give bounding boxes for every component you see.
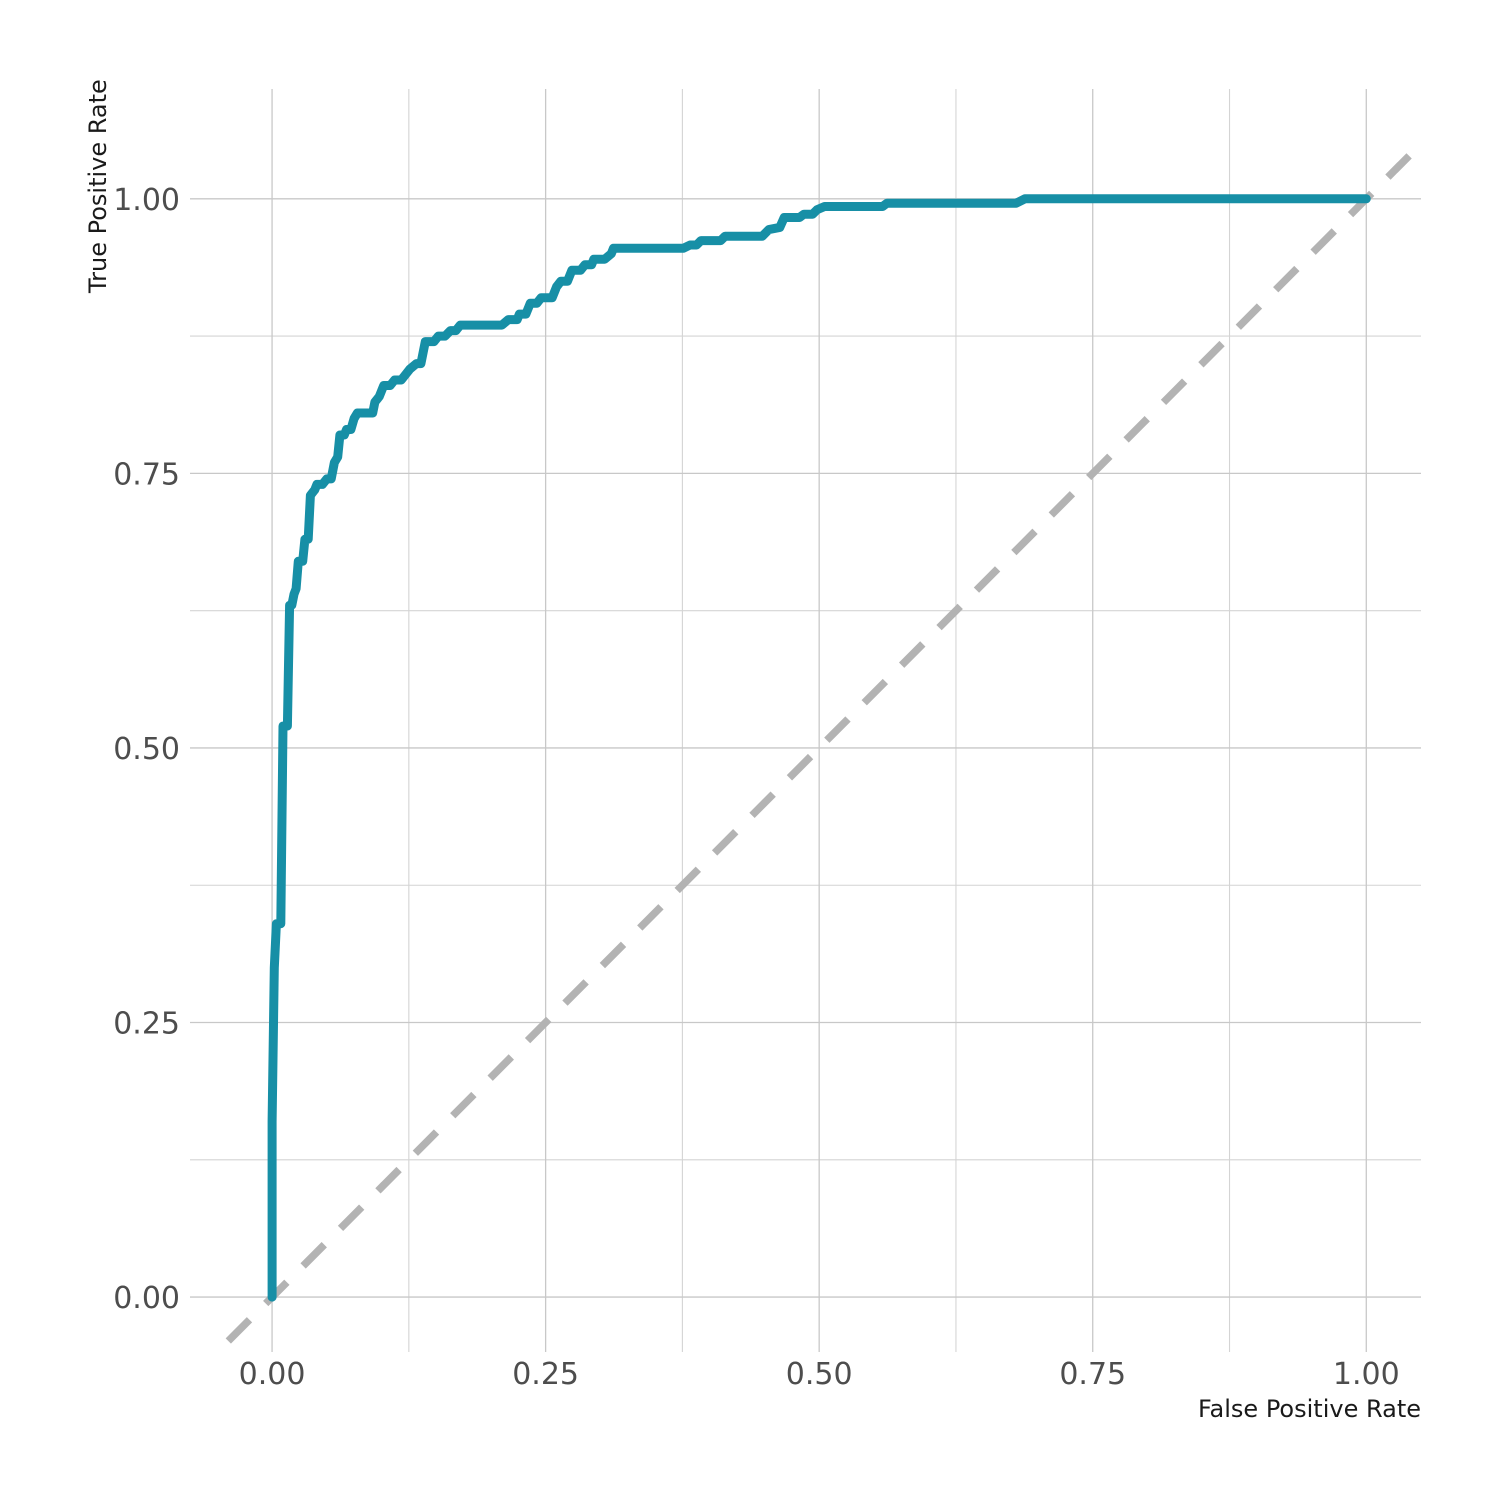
- y-tick-label: 1.00: [113, 183, 180, 218]
- grid-lines: [190, 89, 1421, 1352]
- y-tick-label: 0.25: [113, 1007, 180, 1042]
- x-tick-label: 1.00: [1333, 1357, 1400, 1392]
- chance-line: [225, 141, 1424, 1344]
- x-tick-label: 0.75: [1059, 1357, 1126, 1392]
- reference-diagonal: [225, 141, 1424, 1344]
- x-tick-label: 0.25: [512, 1357, 579, 1392]
- roc-series: [267, 194, 1371, 1302]
- x-tick-label: 0.00: [239, 1357, 306, 1392]
- y-tick-label: 0.00: [113, 1281, 180, 1316]
- roc-curve-line: [267, 194, 1371, 1302]
- x-tick-label: 0.50: [786, 1357, 853, 1392]
- y-tick-label: 0.50: [113, 732, 180, 767]
- x-axis-title: False Positive Rate: [1198, 1395, 1421, 1423]
- y-axis-title: True Positive Rate: [84, 79, 112, 294]
- y-tick-label: 0.75: [113, 457, 180, 492]
- y-axis-tick-labels: 0.00 0.25 0.50 0.75 1.00: [113, 183, 180, 1316]
- x-axis-tick-labels: 0.00 0.25 0.50 0.75 1.00: [239, 1357, 1400, 1392]
